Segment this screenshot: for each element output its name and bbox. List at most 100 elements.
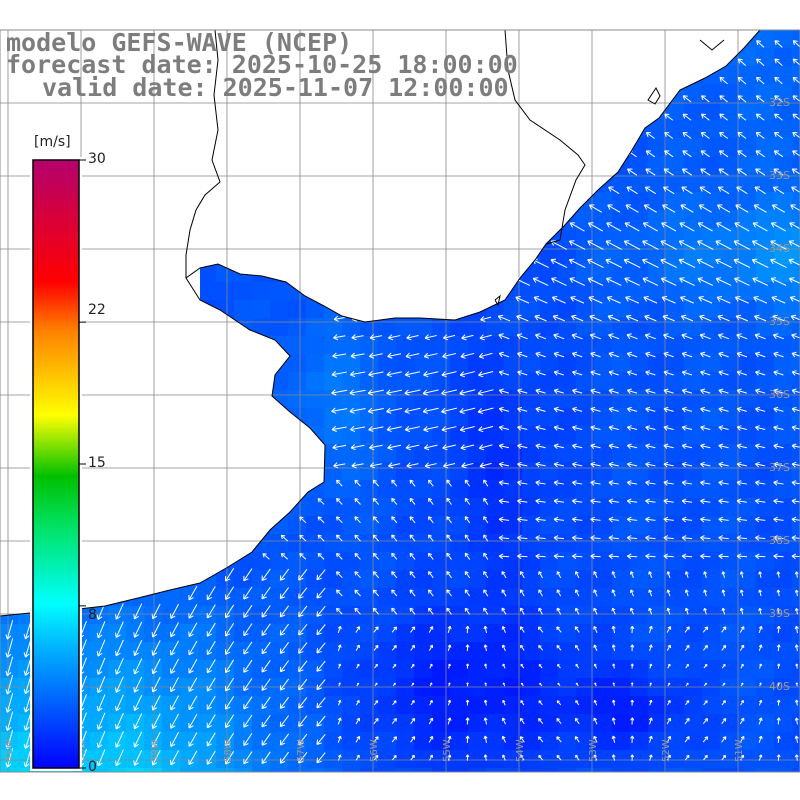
forecast-date: forecast date: 2025-10-25 18:00:00 [6, 50, 518, 79]
colorbar [32, 159, 80, 769]
wind-arrow [642, 258, 659, 269]
wind-arrow [648, 589, 653, 597]
wind-arrow [429, 699, 433, 706]
wind-arrow [699, 186, 711, 195]
wind-arrow [626, 516, 638, 523]
wind-arrow [405, 444, 420, 451]
wind-arrow [700, 370, 711, 376]
wind-arrow [372, 516, 380, 524]
wind-arrow [515, 296, 530, 304]
wind-arrow [517, 535, 528, 541]
wind-arrow [645, 150, 656, 158]
wind-arrow [645, 370, 656, 376]
wind-arrow [624, 222, 640, 232]
wind-arrow [133, 713, 143, 730]
wind-arrow [447, 699, 452, 706]
wind-arrow [373, 736, 379, 743]
wind-arrow [551, 296, 566, 304]
wind-arrow [737, 58, 747, 66]
wind-arrow [721, 571, 726, 578]
wind-arrow [593, 735, 598, 743]
wind-arrow [261, 641, 271, 655]
wind-arrow [663, 516, 674, 523]
wind-arrow [755, 535, 766, 541]
wind-arrow [372, 571, 380, 579]
wind-arrow [480, 315, 492, 322]
wind-arrow [538, 607, 543, 615]
wind-arrow [663, 553, 674, 560]
wind-arrow [502, 663, 506, 669]
wind-arrow [501, 589, 507, 597]
wind-arrow [299, 553, 307, 560]
wind-arrow [664, 113, 674, 121]
wind-arrow [773, 406, 784, 413]
wind-arrow [498, 388, 510, 394]
wind-arrow [188, 659, 198, 674]
wind-arrow [354, 589, 361, 597]
wind-arrow [279, 733, 290, 746]
wind-arrow [336, 498, 343, 505]
wind-arrow [791, 406, 800, 413]
wind-arrow [243, 696, 253, 710]
wind-arrow [535, 498, 546, 505]
wind-arrow [317, 552, 325, 560]
wind-arrow [388, 462, 401, 469]
wind-arrow [754, 186, 766, 195]
wind-arrow [700, 388, 711, 394]
wind-arrow [428, 717, 434, 725]
wind-arrow [662, 314, 675, 322]
wind-arrow [608, 186, 620, 195]
wind-arrow [715, 240, 732, 250]
wind-arrow [755, 498, 766, 505]
wind-arrow [678, 240, 696, 250]
wind-arrow [755, 113, 765, 121]
wind-arrow [225, 586, 235, 600]
wind-arrow [188, 622, 198, 637]
wind-arrow [478, 444, 493, 451]
wind-arrow [206, 586, 216, 601]
wind-arrow [663, 535, 674, 541]
wind-arrow [663, 461, 674, 468]
wind-arrow [316, 715, 326, 727]
wind-arrow [464, 516, 471, 524]
wind-arrow [483, 644, 488, 652]
wind-arrow [317, 516, 325, 524]
wind-arrow [626, 443, 638, 450]
wind-arrow [355, 735, 361, 743]
wind-arrow [574, 626, 580, 633]
wind-arrow [553, 553, 565, 560]
valid-date: valid date: 2025-11-07 12:00:00 [42, 73, 509, 102]
wind-arrow [133, 639, 143, 657]
wind-arrow [461, 462, 474, 469]
wind-arrow [572, 498, 583, 505]
wind-arrow [774, 40, 783, 48]
wind-arrow [355, 644, 360, 651]
lon-label: 51W [734, 739, 745, 762]
wind-arrow [684, 736, 690, 743]
wind-arrow [464, 552, 471, 560]
wind-arrow [337, 735, 342, 743]
wind-arrow [587, 258, 604, 269]
wind-arrow [718, 388, 729, 394]
wind-arrow [483, 534, 489, 542]
wind-arrow [700, 351, 711, 358]
wind-arrow [699, 314, 712, 322]
wind-arrow [755, 480, 766, 486]
wind-arrow [590, 461, 601, 468]
wind-arrow [538, 736, 544, 743]
colorbar-ticks [79, 159, 86, 769]
wind-arrow [332, 444, 347, 451]
wind-arrow [538, 589, 543, 597]
wind-arrow [753, 204, 767, 213]
wind-arrow [703, 663, 708, 669]
wind-arrow [773, 388, 784, 394]
wind-arrow [736, 186, 748, 195]
wind-arrow [446, 571, 452, 579]
wind-arrow [410, 736, 416, 743]
wind-arrow [608, 406, 619, 413]
wind-arrow [700, 113, 710, 121]
wind-arrow [151, 750, 161, 766]
wind-arrow [681, 351, 693, 358]
wind-arrow [188, 732, 198, 747]
wind-arrow [611, 735, 616, 743]
